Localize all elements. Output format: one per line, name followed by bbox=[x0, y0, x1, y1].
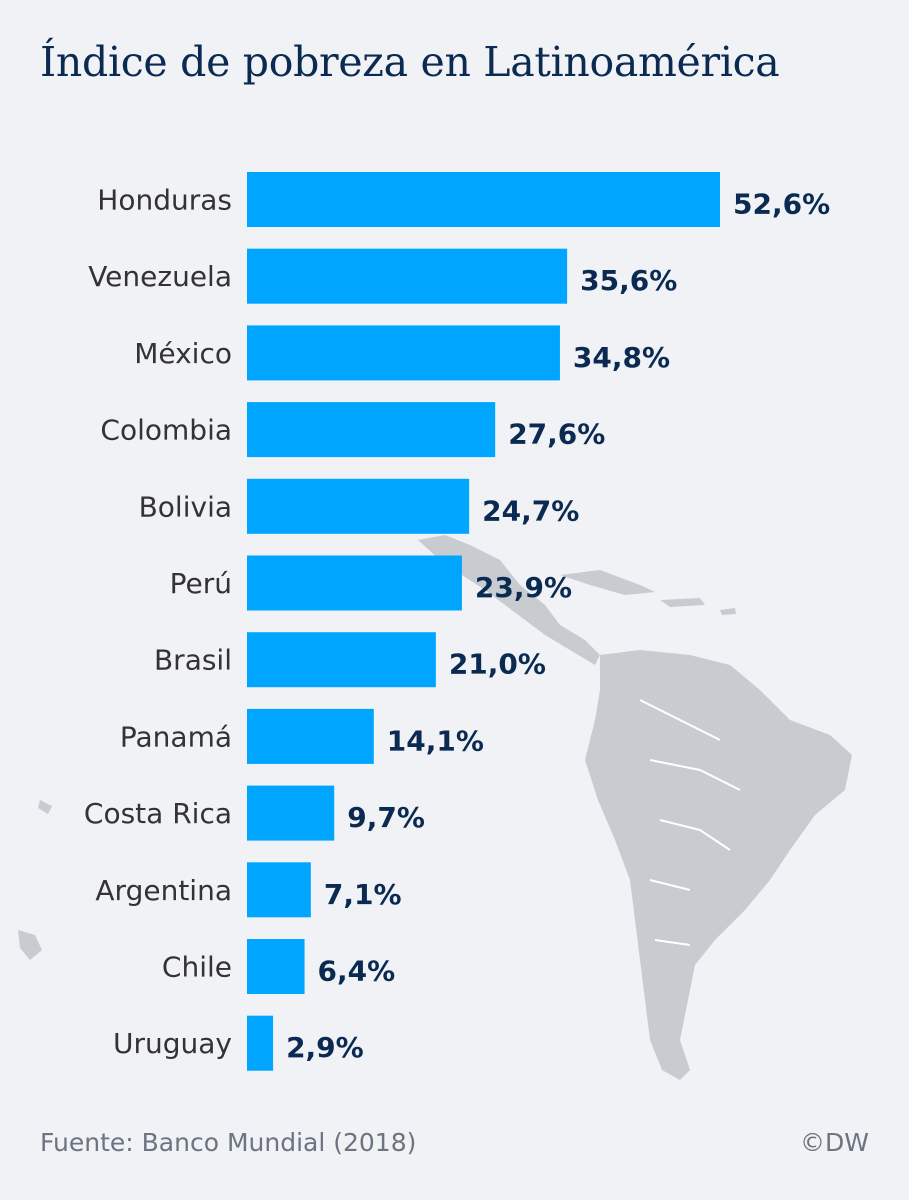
value-label: 21,0% bbox=[449, 648, 546, 681]
category-label: Venezuela bbox=[88, 260, 232, 293]
bar bbox=[247, 248, 568, 304]
value-label: 14,1% bbox=[387, 724, 484, 757]
bar bbox=[247, 632, 436, 688]
bar bbox=[247, 478, 470, 534]
category-label: Perú bbox=[170, 567, 232, 600]
value-label: 7,1% bbox=[324, 878, 402, 911]
chart-title: Índice de pobreza en Latinoamérica bbox=[40, 38, 780, 86]
category-label: Colombia bbox=[100, 414, 232, 447]
small-islands-shape bbox=[18, 800, 52, 960]
value-label: 6,4% bbox=[318, 955, 396, 988]
bar bbox=[247, 172, 720, 227]
category-label: Uruguay bbox=[113, 1027, 232, 1060]
bar bbox=[247, 325, 560, 381]
bars: Honduras 52,6% Venezuela 35,6% México 34,8% Co… bbox=[84, 172, 830, 1071]
category-label: Brasil bbox=[154, 644, 232, 677]
value-label: 27,6% bbox=[508, 418, 605, 451]
bar bbox=[247, 1015, 274, 1071]
category-label: Honduras bbox=[97, 184, 232, 217]
category-label: Bolivia bbox=[139, 490, 232, 523]
value-label: 24,7% bbox=[482, 494, 579, 527]
bar bbox=[247, 402, 496, 458]
value-label: 35,6% bbox=[580, 264, 677, 297]
country-border-lines bbox=[639, 699, 741, 946]
bar bbox=[247, 785, 335, 841]
category-label: Panamá bbox=[120, 720, 232, 753]
category-label: Chile bbox=[162, 951, 232, 984]
bar bbox=[247, 862, 311, 918]
bar bbox=[247, 939, 305, 994]
value-label: 9,7% bbox=[347, 801, 425, 834]
credit-logo: ©DW bbox=[800, 1128, 869, 1157]
category-label: Argentina bbox=[95, 874, 232, 907]
value-label: 23,9% bbox=[475, 571, 572, 604]
south-america-shape bbox=[585, 650, 852, 1080]
bar bbox=[247, 708, 374, 764]
caribbean-islands-shape bbox=[560, 570, 736, 615]
latin-america-map bbox=[18, 535, 852, 1080]
source-note: Fuente: Banco Mundial (2018) bbox=[40, 1128, 417, 1157]
category-label: México bbox=[134, 337, 232, 370]
value-label: 34,8% bbox=[573, 341, 670, 374]
value-label: 52,6% bbox=[733, 188, 830, 221]
value-label: 2,9% bbox=[286, 1031, 364, 1064]
category-label: Costa Rica bbox=[84, 797, 232, 830]
bar bbox=[247, 555, 462, 611]
central-america-shape bbox=[418, 535, 600, 665]
